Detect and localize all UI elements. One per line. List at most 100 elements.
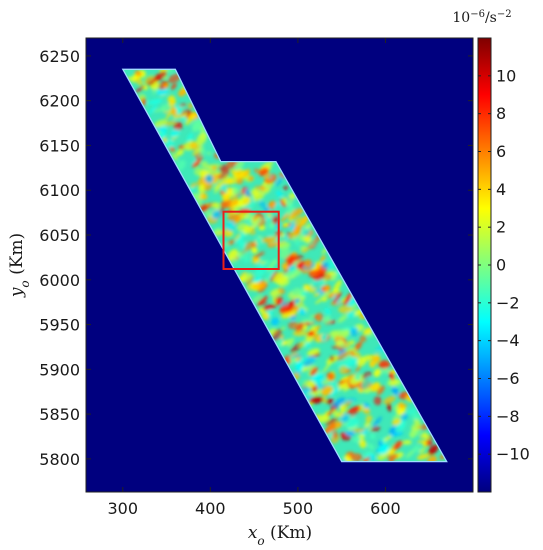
field-patch <box>258 307 265 314</box>
field-patch <box>178 103 187 107</box>
field-patch <box>381 368 390 374</box>
field-patch <box>343 292 353 306</box>
colorbar-tick-label: −8 <box>496 407 520 426</box>
field-patch <box>281 197 288 205</box>
field-patch <box>362 327 373 336</box>
field-patch <box>271 216 279 225</box>
field-patch <box>361 375 372 390</box>
y-tick-label: 5900 <box>39 360 80 379</box>
field-patch <box>252 281 266 291</box>
field-patch <box>156 88 168 96</box>
field-patch <box>281 311 296 319</box>
field-patch <box>271 328 283 342</box>
field-patch <box>251 214 261 224</box>
field-patch <box>211 165 218 171</box>
field-patch <box>283 186 288 190</box>
field-patch <box>268 222 276 230</box>
field-patch <box>405 449 415 459</box>
y-axis-label: yo (Km) <box>7 233 32 298</box>
field-patch <box>286 256 296 267</box>
field-patch <box>309 396 324 404</box>
x-axis-ticks: 300 400 500 600 <box>108 38 401 518</box>
plot-frame <box>85 37 474 493</box>
field-patch <box>195 148 201 155</box>
field-patch <box>297 301 305 309</box>
field-patch <box>206 151 212 155</box>
field-patch <box>378 444 389 455</box>
y-tick-label: 6150 <box>39 136 80 155</box>
field-patch <box>227 213 240 222</box>
x-tick-label: 300 <box>108 499 139 518</box>
field-patch <box>391 387 399 395</box>
field-patch <box>211 209 221 219</box>
field-patch <box>321 379 330 385</box>
field-patch <box>233 217 242 225</box>
field-patch <box>373 416 382 427</box>
field-patch <box>253 251 265 259</box>
field-patch <box>196 132 207 146</box>
field-patch <box>363 408 371 415</box>
field-patch <box>172 114 186 118</box>
field-patch <box>276 276 288 285</box>
field-patch <box>418 447 426 454</box>
field-patch <box>411 423 421 431</box>
field-patch <box>135 78 144 86</box>
field-patch <box>301 228 311 237</box>
field-patch <box>275 176 284 187</box>
field-patch <box>251 188 260 197</box>
field-patch <box>369 356 381 367</box>
field-patch <box>315 312 324 322</box>
field-patch <box>293 269 302 277</box>
field-patch <box>365 415 373 423</box>
field-patch <box>295 241 300 247</box>
field-patch <box>412 413 420 420</box>
field-patch <box>399 403 408 408</box>
field-patch <box>320 333 328 341</box>
field-patch <box>170 83 177 90</box>
field-patch <box>294 298 301 303</box>
field-patch <box>168 73 181 84</box>
field-patch <box>258 167 269 177</box>
field-patch <box>211 202 221 209</box>
field-patch <box>162 82 169 89</box>
field-patch <box>281 326 286 330</box>
field-patch <box>267 213 272 218</box>
field-patch <box>189 141 198 150</box>
colorbar-tick-label: 2 <box>496 218 506 237</box>
field-patch <box>287 337 295 348</box>
x-tick-label: 500 <box>283 499 314 518</box>
field-patch <box>367 443 375 451</box>
field-patch <box>265 269 275 280</box>
field-patch <box>360 430 368 435</box>
field-patch <box>337 314 348 323</box>
y-tick-label: 6050 <box>39 226 80 245</box>
field-patch <box>318 388 323 393</box>
swath-edge <box>121 68 448 463</box>
field-patch <box>338 305 353 314</box>
field-patch <box>186 132 194 142</box>
field-patch <box>295 287 306 297</box>
field-patch <box>303 259 313 268</box>
field-patch <box>280 213 289 222</box>
field-patch <box>235 231 246 244</box>
field-patch <box>333 397 346 408</box>
field-patch <box>252 257 261 264</box>
y-tick-label: 6000 <box>39 271 80 290</box>
field-patch <box>287 321 299 330</box>
field-patch <box>322 262 330 269</box>
field-patch <box>237 196 251 207</box>
field-patch <box>221 193 231 201</box>
field-patch <box>326 408 335 417</box>
field-patch <box>175 149 184 157</box>
colorbar-tick-label: −2 <box>496 293 520 312</box>
field-patch <box>321 286 326 292</box>
field-patch <box>230 168 239 177</box>
field-patch <box>341 414 350 423</box>
field-patch <box>322 360 332 373</box>
field-patch <box>426 439 433 447</box>
field-patch <box>261 236 277 244</box>
field-patch <box>332 409 340 418</box>
field-patch <box>244 241 254 251</box>
field-patch <box>259 260 265 265</box>
